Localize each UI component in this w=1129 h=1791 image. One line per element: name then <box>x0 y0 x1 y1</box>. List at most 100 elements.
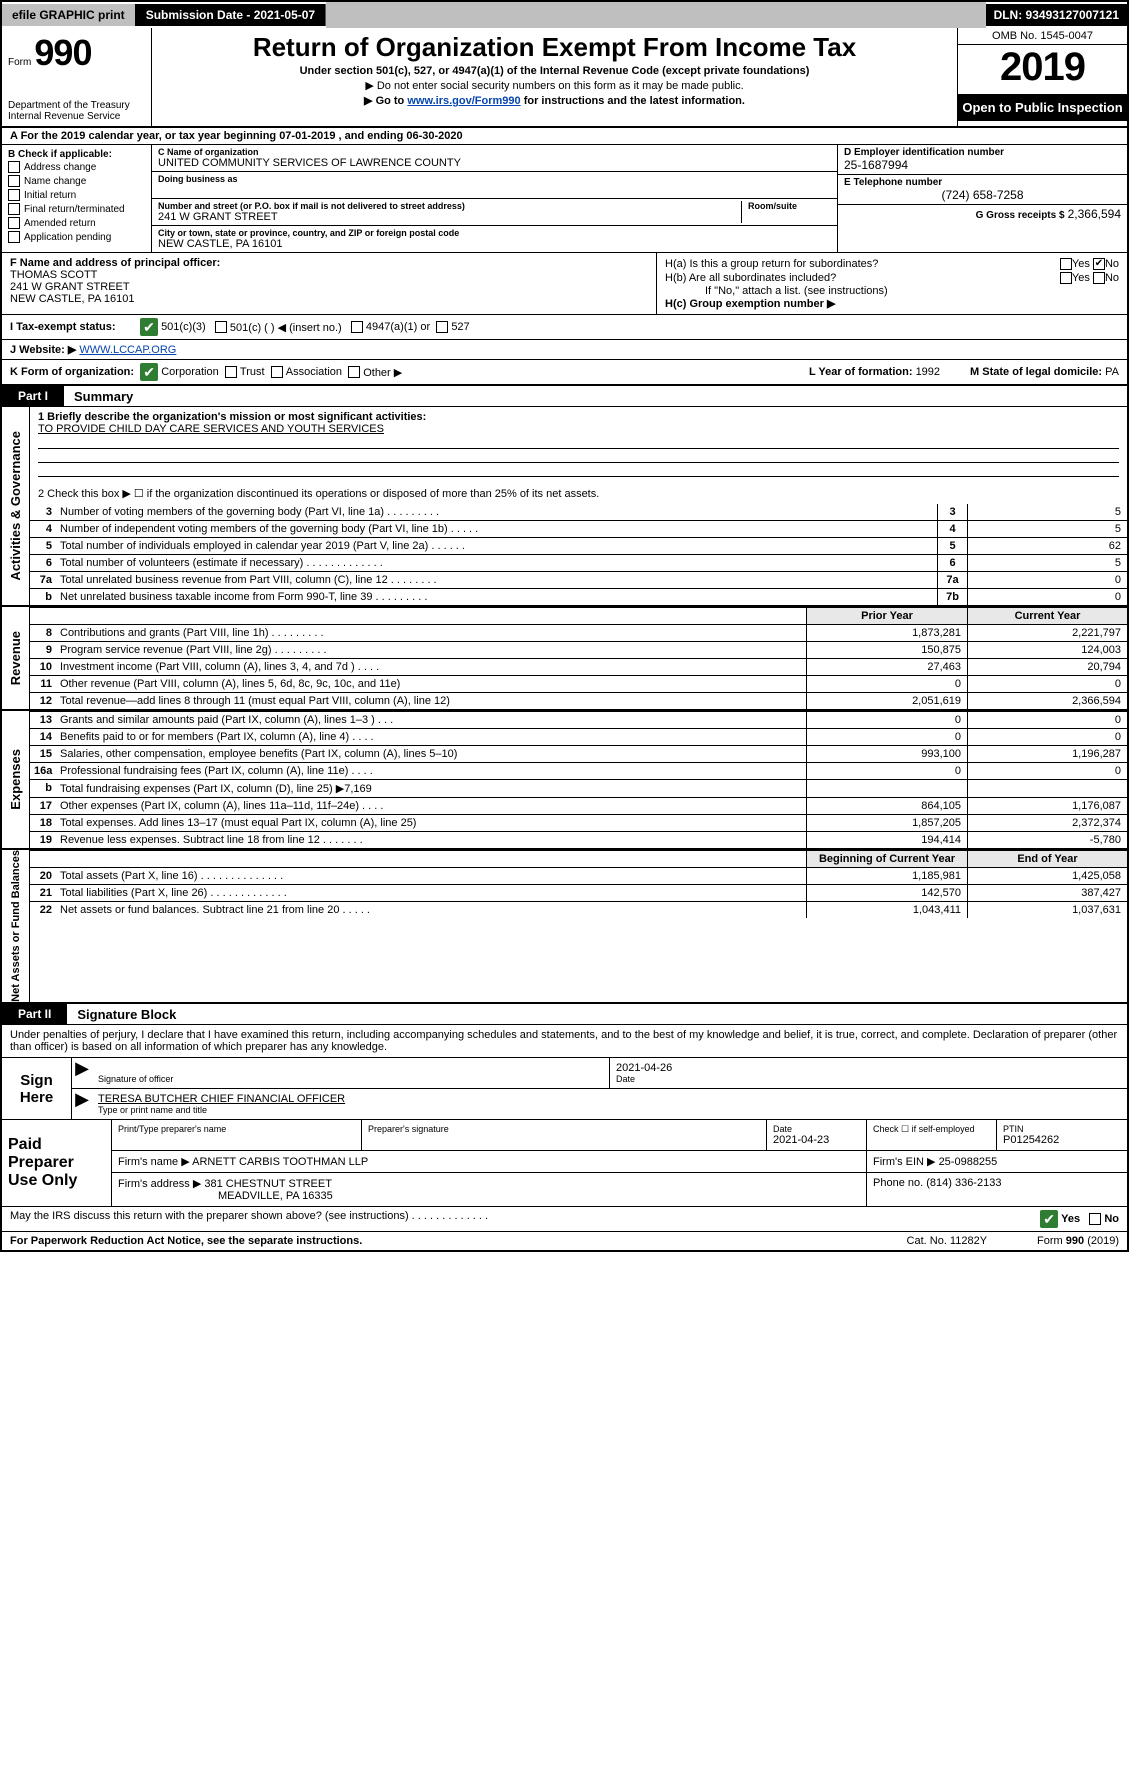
fh-block: F Name and address of principal officer:… <box>2 253 1127 315</box>
value-row: 10Investment income (Part VIII, column (… <box>30 658 1127 675</box>
self-employed-label: Check ☐ if self-employed <box>873 1124 990 1135</box>
box-j: J Website: ▶ WWW.LCCAP.ORG <box>2 340 1127 360</box>
row-num: 12 <box>30 693 56 709</box>
box-h: H(a) Is this a group return for subordin… <box>657 253 1127 314</box>
chk-corporation[interactable]: ✔ <box>140 363 158 381</box>
value-row: 13Grants and similar amounts paid (Part … <box>30 711 1127 728</box>
prep-sig-label: Preparer's signature <box>368 1124 760 1134</box>
row-prior: 0 <box>807 712 967 728</box>
row-num: 9 <box>30 642 56 658</box>
label-corporation: Corporation <box>161 366 218 378</box>
chk-initial-return-label: Initial return <box>24 190 76 201</box>
perjury-statement: Under penalties of perjury, I declare th… <box>2 1025 1127 1058</box>
efile-label[interactable]: efile GRAPHIC print <box>2 4 136 26</box>
form-number: 990 <box>34 32 91 73</box>
tax-year: 2019 <box>958 45 1127 94</box>
gov-row: 6Total number of volunteers (estimate if… <box>30 554 1127 571</box>
form-note-ssn: ▶ Do not enter social security numbers o… <box>162 79 947 92</box>
signature-line: ▶ Signature of officer 2021-04-26 Date <box>72 1058 1127 1089</box>
ha-line: H(a) Is this a group return for subordin… <box>665 257 1119 271</box>
row-desc: Program service revenue (Part VIII, line… <box>56 642 807 658</box>
dba-row: Doing business as <box>152 172 837 199</box>
org-name: UNITED COMMUNITY SERVICES OF LAWRENCE CO… <box>158 157 831 169</box>
chk-app-pending[interactable]: Application pending <box>8 230 145 244</box>
dba-label: Doing business as <box>158 174 831 184</box>
paid-preparer-block: Paid Preparer Use Only Print/Type prepar… <box>2 1120 1127 1207</box>
box-k-label: K Form of organization: <box>10 366 134 378</box>
form-title: Return of Organization Exempt From Incom… <box>162 32 947 63</box>
row-num: 10 <box>30 659 56 675</box>
chk-initial-return[interactable]: Initial return <box>8 188 145 202</box>
ptin-label: PTIN <box>1003 1124 1121 1134</box>
row-prior <box>807 780 967 797</box>
discuss-yes-checkbox[interactable]: ✔ <box>1040 1210 1058 1228</box>
website-link[interactable]: WWW.LCCAP.ORG <box>79 344 176 356</box>
box-deg: D Employer identification number 25-1687… <box>837 145 1127 252</box>
entity-block: B Check if applicable: Address change Na… <box>2 145 1127 253</box>
row-value: 5 <box>967 521 1127 537</box>
firm-ein-label: Firm's EIN ▶ <box>873 1156 936 1168</box>
name-title-label: Type or print name and title <box>98 1105 1121 1115</box>
label-4947: 4947(a)(1) or <box>366 321 430 333</box>
chk-501c[interactable] <box>215 321 227 333</box>
row-prior: 864,105 <box>807 798 967 814</box>
chk-association[interactable] <box>271 366 283 378</box>
row-desc: Net unrelated business taxable income fr… <box>56 589 937 605</box>
officer-addr2: NEW CASTLE, PA 16101 <box>10 293 648 305</box>
row-desc: Other revenue (Part VIII, column (A), li… <box>56 676 807 692</box>
side-governance: Activities & Governance <box>2 407 30 605</box>
row-box: 6 <box>937 555 967 571</box>
q1-label: 1 Briefly describe the organization's mi… <box>38 411 426 423</box>
chk-final-return[interactable]: Final return/terminated <box>8 202 145 216</box>
value-row: 14Benefits paid to or for members (Part … <box>30 728 1127 745</box>
box-b-title: B Check if applicable: <box>8 149 145 160</box>
discuss-no-checkbox[interactable] <box>1089 1213 1101 1225</box>
chk-other[interactable] <box>348 366 360 378</box>
chk-527[interactable] <box>436 321 448 333</box>
box-i-label: I Tax-exempt status: <box>10 321 116 333</box>
value-row: 12Total revenue—add lines 8 through 11 (… <box>30 692 1127 709</box>
section-expenses: Expenses 13Grants and similar amounts pa… <box>2 711 1127 850</box>
side-net-assets: Net Assets or Fund Balances <box>2 850 30 1002</box>
label-association: Association <box>286 366 342 378</box>
row-value: 5 <box>967 555 1127 571</box>
firm-addr1: 381 CHESTNUT STREET <box>204 1178 332 1190</box>
firm-addr-label: Firm's address ▶ <box>118 1178 201 1190</box>
row-desc: Benefits paid to or for members (Part IX… <box>56 729 807 745</box>
ha-yes-checkbox[interactable] <box>1060 258 1072 270</box>
chk-4947[interactable] <box>351 321 363 333</box>
net-header: Beginning of Current Year End of Year <box>30 850 1127 867</box>
gov-row: 7aTotal unrelated business revenue from … <box>30 571 1127 588</box>
row-value: 62 <box>967 538 1127 554</box>
row-desc: Total number of individuals employed in … <box>56 538 937 554</box>
section-a-period: A For the 2019 calendar year, or tax yea… <box>2 128 1127 145</box>
hb-yes-checkbox[interactable] <box>1060 272 1072 284</box>
chk-501c3[interactable]: ✔ <box>140 318 158 336</box>
row-num: 18 <box>30 815 56 831</box>
value-row: 9Program service revenue (Part VIII, lin… <box>30 641 1127 658</box>
box-i: I Tax-exempt status: ✔ 501(c)(3) 501(c) … <box>2 315 1127 340</box>
phone-value: (724) 658-7258 <box>844 188 1121 202</box>
row-prior: 0 <box>807 729 967 745</box>
chk-amended[interactable]: Amended return <box>8 216 145 230</box>
chk-trust[interactable] <box>225 366 237 378</box>
ha-no-checkbox[interactable]: ✔ <box>1093 258 1105 270</box>
pra-notice: For Paperwork Reduction Act Notice, see … <box>10 1235 362 1247</box>
chk-address-change[interactable]: Address change <box>8 160 145 174</box>
street-row: Number and street (or P.O. box if mail i… <box>152 199 837 226</box>
irs-link[interactable]: www.irs.gov/Form990 <box>407 95 520 107</box>
q2-text: 2 Check this box ▶ ☐ if the organization… <box>38 488 599 500</box>
form-title-block: Return of Organization Exempt From Incom… <box>152 28 957 126</box>
chk-name-change[interactable]: Name change <box>8 174 145 188</box>
street-label: Number and street (or P.O. box if mail i… <box>158 201 741 211</box>
row-num: 21 <box>30 885 56 901</box>
form-id-block: Form 990 Department of the Treasury Inte… <box>2 28 152 126</box>
q1-block: 1 Briefly describe the organization's mi… <box>30 407 1127 483</box>
hdr-prior-year: Prior Year <box>807 608 967 624</box>
box-c: C Name of organization UNITED COMMUNITY … <box>152 145 837 252</box>
row-num: 14 <box>30 729 56 745</box>
label-527: 527 <box>451 321 469 333</box>
row-current: 1,425,058 <box>967 868 1127 884</box>
value-row: 11Other revenue (Part VIII, column (A), … <box>30 675 1127 692</box>
hb-no-checkbox[interactable] <box>1093 272 1105 284</box>
